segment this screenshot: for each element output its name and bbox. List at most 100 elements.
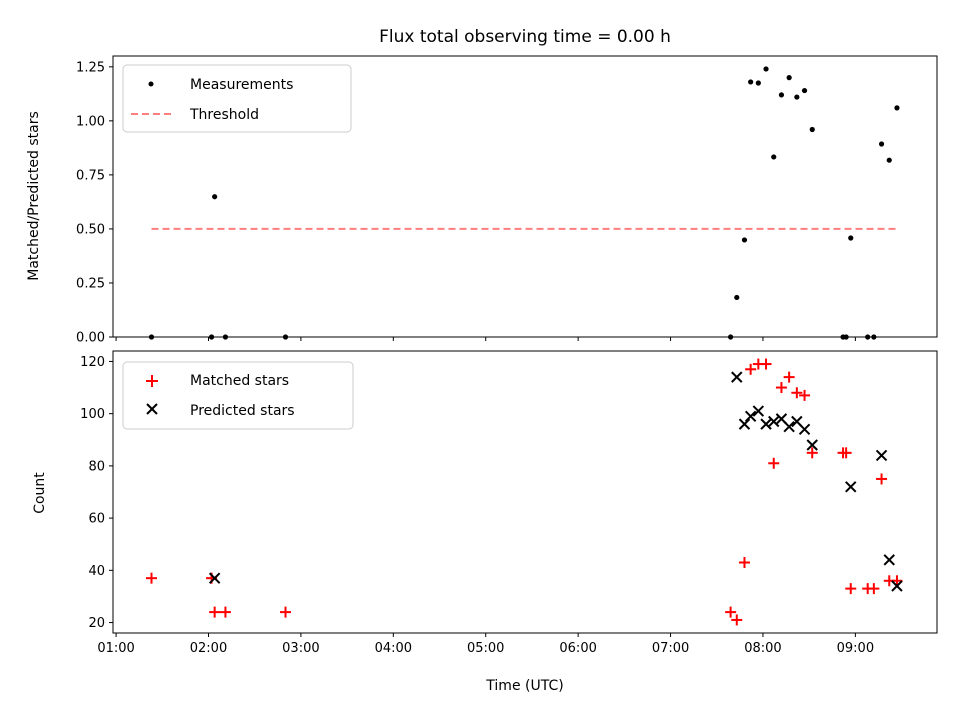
top-y-axis: 0.00 0.25 0.50 0.75 1.00 1.25 <box>76 60 113 346</box>
y-tick-label: 120 <box>80 355 105 370</box>
x-tick-label: 01:00 <box>97 641 134 656</box>
legend-marker-matched <box>146 375 158 387</box>
legend-label-threshold: Threshold <box>189 107 259 123</box>
y-tick-label: 100 <box>80 407 105 422</box>
predicted-stars-point <box>875 449 888 462</box>
top-y-axis-label: Matched/Predicted stars <box>26 111 42 281</box>
measurement-point <box>212 194 218 200</box>
matched-stars-point <box>760 358 772 370</box>
y-tick-label: 20 <box>88 616 105 631</box>
predicted-stars-point <box>891 580 903 592</box>
measurement-point <box>786 75 792 81</box>
x-tick-label: 04:00 <box>375 641 412 656</box>
matched-stars-point <box>725 606 737 618</box>
legend-label-matched: Matched stars <box>190 373 289 389</box>
predicted-stars-point <box>883 554 895 566</box>
x-tick-label: 07:00 <box>652 641 689 656</box>
matched-stars-point <box>840 447 852 459</box>
chart-title: Flux total observing time = 0.00 h <box>379 27 671 47</box>
y-tick-label: 80 <box>88 459 105 474</box>
matched-stars-point <box>209 606 221 618</box>
measurement-point <box>809 126 815 133</box>
predicted-stars-point <box>752 405 765 417</box>
measurement-point <box>748 79 754 85</box>
top-panel: 0.00 0.25 0.50 0.75 1.00 1.25 Matched/Predict… <box>26 55 938 346</box>
measurement-point <box>848 235 854 241</box>
y-tick-label: 0.00 <box>76 331 105 346</box>
predicted-stars-point <box>731 371 743 383</box>
measurement-point <box>894 105 900 111</box>
y-tick-label: 0.75 <box>76 168 105 183</box>
matched-stars-point <box>783 371 795 383</box>
x-tick-label: 05:00 <box>467 641 504 656</box>
legend-label-predicted: Predicted stars <box>190 403 295 419</box>
y-tick-label: 0.50 <box>76 222 105 237</box>
legend-marker-measurements <box>148 81 154 87</box>
measurement-point <box>801 87 808 94</box>
matched-stars-point <box>146 572 158 584</box>
predicted-stars-point <box>768 415 780 428</box>
measurement-point <box>878 141 885 147</box>
measurement-point <box>208 334 215 340</box>
legend-marker-predicted <box>146 403 158 415</box>
top-plot-area <box>148 66 900 340</box>
bottom-legend-box <box>122 361 354 430</box>
matched-stars-point <box>738 557 750 568</box>
matched-stars-point <box>791 387 803 399</box>
measurement-point <box>843 334 849 340</box>
x-axis-label: Time (UTC) <box>485 678 563 694</box>
top-plot-frame <box>112 55 938 338</box>
predicted-stars-point <box>760 418 772 430</box>
bottom-legend: Matched stars Predicted stars <box>122 361 354 430</box>
y-tick-label: 0.25 <box>76 276 105 291</box>
measurement-point <box>282 334 289 340</box>
predicted-stars-point <box>208 572 221 584</box>
y-tick-label: 1.25 <box>76 60 105 75</box>
top-x-axis-ticks <box>115 337 856 341</box>
measurement-point <box>755 80 761 86</box>
bottom-y-axis: 20 40 60 80 100 120 <box>80 355 113 631</box>
predicted-stars-point <box>806 439 818 451</box>
x-tick-label: 08:00 <box>744 641 781 656</box>
bottom-y-axis-label: Count <box>32 472 48 514</box>
y-tick-label: 60 <box>88 512 105 527</box>
y-tick-label: 40 <box>88 564 105 579</box>
bottom-x-axis: 01:00 02:00 03:00 04:00 05:00 06:00 07:00 08:00… <box>97 633 874 656</box>
matched-stars-point <box>891 575 903 587</box>
top-legend-box <box>122 64 352 133</box>
x-tick-label: 06:00 <box>559 641 596 656</box>
predicted-stars-point <box>798 423 811 436</box>
matched-stars-point <box>768 457 780 469</box>
measurement-point <box>778 92 785 98</box>
y-tick-label: 1.00 <box>76 114 105 129</box>
measurement-point <box>728 334 734 340</box>
bottom-plot-frame <box>112 350 938 634</box>
measurement-point <box>148 334 155 340</box>
measurement-point <box>871 334 877 340</box>
measurement-point <box>771 154 777 160</box>
matched-stars-point <box>868 583 880 595</box>
matched-stars-point <box>806 447 818 459</box>
measurement-point <box>222 334 229 340</box>
measurement-point <box>886 157 892 163</box>
matched-stars-point <box>799 389 811 401</box>
matched-stars-point <box>731 614 743 626</box>
measurement-point <box>794 94 800 100</box>
predicted-stars-point <box>783 421 795 433</box>
legend-label-measurements: Measurements <box>190 77 293 93</box>
predicted-stars-point <box>845 481 857 493</box>
bottom-plot-area <box>146 358 903 626</box>
matched-stars-point <box>745 363 757 375</box>
predicted-stars-point <box>738 418 751 430</box>
measurement-point <box>741 237 748 243</box>
predicted-stars-point <box>744 410 757 422</box>
matched-stars-point <box>775 382 787 394</box>
x-tick-label: 03:00 <box>282 641 319 656</box>
bottom-panel: 20 40 60 80 100 120 01:00 02:00 03:00 04:00 05:00… <box>32 350 938 694</box>
top-legend: Measurements Threshold <box>122 64 352 133</box>
matched-stars-point <box>876 473 888 485</box>
matched-stars-point <box>280 606 292 618</box>
matched-stars-point <box>845 583 857 595</box>
x-tick-label: 09:00 <box>837 641 874 656</box>
